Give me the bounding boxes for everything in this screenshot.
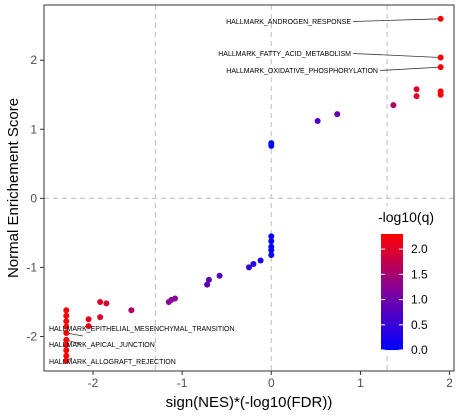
data-point	[437, 54, 444, 61]
data-point	[437, 64, 444, 71]
x-tick-label: 2	[446, 376, 453, 390]
data-point	[63, 312, 70, 319]
data-point	[334, 111, 341, 118]
annotation-label: HALLMARK_FATTY_ACID_METABOLISM	[218, 51, 351, 58]
data-point	[268, 247, 275, 254]
data-point	[204, 281, 211, 288]
annotation-label: HALLMARK_APICAL_JUNCTION	[49, 342, 155, 349]
data-point	[268, 251, 275, 258]
annotation-label: HALLMARK_ALLOGRAFT_REJECTION	[49, 359, 176, 366]
data-point	[257, 257, 264, 264]
y-tick-label: -1	[26, 260, 37, 274]
data-point	[216, 272, 223, 279]
data-point	[63, 357, 70, 364]
x-axis-title: sign(NES)*(-log10(FDR))	[166, 394, 333, 411]
plot-panel-border	[43, 4, 455, 372]
data-point	[63, 347, 70, 354]
annotation-label: HALLMARK_OXIDATIVE_PHOSPHORYLATION	[226, 68, 378, 75]
data-point	[246, 264, 252, 271]
y-axis-title: Normal Enrichement Score	[5, 98, 22, 278]
data-point	[413, 86, 420, 93]
annotation-leader-line	[352, 18, 441, 22]
color-legend: -log10(q) 0.0 0.5 1.0 1.5 2.0	[374, 206, 452, 357]
data-point	[268, 233, 275, 240]
annotation-labels: HALLMARK_ANDROGEN_RESPONSE HALLMARK_FATTY…	[49, 19, 378, 366]
x-tick-label: -2	[88, 376, 99, 390]
x-tick-label: -1	[177, 376, 188, 390]
data-point	[97, 314, 104, 321]
data-point	[413, 93, 420, 100]
legend-title: -log10(q)	[378, 209, 434, 225]
data-point	[63, 336, 70, 343]
annotation-leaders	[66, 18, 441, 362]
x-tick-label: 0	[268, 376, 275, 390]
data-point	[63, 323, 70, 330]
legend-colorbar	[381, 234, 403, 350]
data-point	[390, 102, 397, 109]
legend-tick-label: 1.5	[411, 267, 428, 281]
data-point	[250, 260, 257, 267]
data-point	[63, 307, 70, 314]
reference-lines	[44, 5, 454, 371]
annotation-label: HALLMARK_ANDROGEN_RESPONSE	[226, 19, 351, 26]
data-point	[63, 330, 70, 337]
data-point	[63, 352, 70, 359]
data-point	[85, 323, 92, 330]
data-point	[97, 298, 104, 305]
data-point	[63, 341, 70, 348]
legend-tick-label: 0.5	[411, 318, 428, 332]
data-points	[63, 15, 444, 364]
data-point	[128, 307, 135, 314]
legend-tick-label: 1.0	[411, 293, 428, 307]
data-point	[268, 238, 275, 245]
annotation-label: HALLMARK_EPITHELIAL_MESENCHYMAL_TRANSITI…	[49, 326, 235, 333]
axes: -2 -1 0 1 2 -2 -1 0 1 2	[26, 53, 453, 390]
legend-tick-label: 2.0	[411, 242, 428, 256]
data-point	[103, 300, 110, 307]
x-tick-label: 1	[357, 376, 364, 390]
data-point	[268, 142, 275, 149]
data-point	[437, 15, 444, 22]
data-point	[85, 316, 92, 323]
y-tick-label: 1	[30, 122, 37, 136]
annotation-leader-line	[352, 53, 441, 58]
data-point	[205, 276, 212, 283]
y-tick-label: 2	[30, 53, 37, 67]
data-point	[165, 298, 172, 305]
y-tick-label: 0	[30, 191, 37, 205]
legend-tick-label: 0.0	[411, 343, 428, 357]
data-point	[437, 91, 444, 98]
data-point	[63, 318, 70, 325]
y-tick-label: -2	[26, 329, 37, 343]
annotation-leader-line	[379, 66, 441, 71]
data-point	[314, 118, 321, 125]
